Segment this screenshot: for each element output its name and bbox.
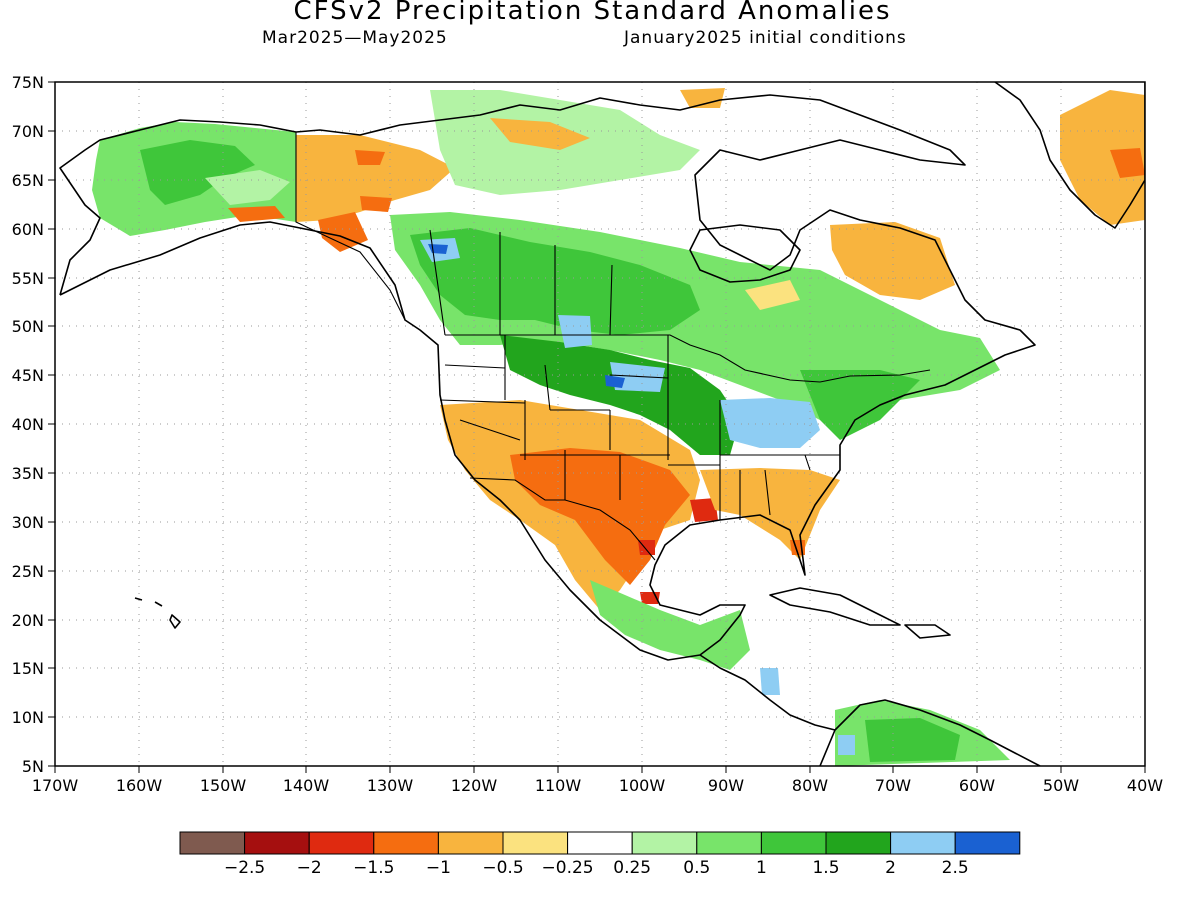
lon-label-70w: 70W <box>875 776 911 795</box>
colorbar-label-11: 2.5 <box>942 858 969 878</box>
anomaly-wcanada-wet-stronger <box>500 335 740 455</box>
lon-label-90w: 90W <box>708 776 744 795</box>
lon-label-130w: 130W <box>367 776 414 795</box>
anomaly-sa-very-wet <box>838 735 855 755</box>
lat-label-10n: 10N <box>12 708 44 727</box>
colorbar-swatch-1 <box>244 831 310 855</box>
lat-axis: 75N 70N 65N 60N 55N 50N 45N 40N 35N 30N … <box>12 73 55 776</box>
border-us-canada <box>445 334 931 383</box>
lat-label-20n: 20N <box>12 611 44 630</box>
colorbar-label-8: 1 <box>756 858 767 878</box>
lat-label-30n: 30N <box>12 513 44 532</box>
colorbar-swatch-6 <box>567 831 633 855</box>
lat-label-70n: 70N <box>12 122 44 141</box>
lon-axis: 170W 160W 150W 140W 130W 120W 110W 100W … <box>32 766 1163 795</box>
lon-label-100w: 100W <box>619 776 666 795</box>
colorbar-swatch-0 <box>179 831 246 855</box>
anomaly-greenland-dry <box>1060 90 1145 225</box>
anomaly-central-america-very-wet <box>760 668 780 695</box>
lat-label-50n: 50N <box>12 317 44 336</box>
colorbar-label-6: 0.25 <box>613 858 651 878</box>
coast-central-america <box>699 654 836 731</box>
anomaly-greenland-dry-strong <box>1110 148 1145 178</box>
anomaly-arctic-dry <box>490 88 725 150</box>
anomaly-alaska-south-dry <box>228 206 285 222</box>
colorbar-label-5: −0.25 <box>542 858 594 878</box>
colorbar-swatch-5 <box>502 831 569 855</box>
lon-label-160w: 160W <box>116 776 163 795</box>
colorbar-swatch-3 <box>373 831 439 855</box>
coast-north-america <box>59 94 1036 661</box>
coastlines <box>59 82 1145 766</box>
lon-label-50w: 50W <box>1043 776 1079 795</box>
lat-label-55n: 55N <box>12 269 44 288</box>
anomaly-eastern-wet <box>800 370 920 440</box>
coast-hawaii <box>134 597 181 629</box>
colorbar-label-1: −2 <box>297 858 322 878</box>
anomaly-sa-wet-strong <box>865 718 960 762</box>
colorbar-label-4: −0.5 <box>482 858 523 878</box>
political-borders <box>295 132 931 561</box>
lon-label-40w: 40W <box>1127 776 1163 795</box>
lat-label-15n: 15N <box>12 659 44 678</box>
anomaly-alaska-light <box>205 170 290 205</box>
colorbar-swatch-12 <box>954 831 1021 855</box>
coast-hispaniola <box>904 624 951 639</box>
lat-label-75n: 75N <box>12 73 44 92</box>
coast-hudson-bay <box>689 224 801 283</box>
colorbar-swatch-2 <box>308 831 375 855</box>
colorbar-label-7: 0.5 <box>683 858 710 878</box>
anomaly-alaska-wet-strong <box>140 140 255 205</box>
lat-label-65n: 65N <box>12 171 44 190</box>
initial-conditions: January2025 initial conditions <box>624 28 907 48</box>
lon-label-110w: 110W <box>535 776 582 795</box>
colorbar-label-3: −1 <box>426 858 451 878</box>
lon-label-120w: 120W <box>451 776 498 795</box>
lat-label-5n: 5N <box>22 757 44 776</box>
lat-label-35n: 35N <box>12 464 44 483</box>
lat-label-45n: 45N <box>12 366 44 385</box>
colorbar-label-0: −2.5 <box>224 858 265 878</box>
colorbar: −2.5 −2 −1.5 −1 −0.5 −0.25 0.25 0.5 1 1.… <box>179 831 1021 878</box>
forecast-period: Mar2025—May2025 <box>262 28 448 48</box>
coast-greenland <box>994 82 1145 229</box>
anomaly-gulf-extreme-dry <box>638 498 718 604</box>
anomaly-quebec-dry <box>830 222 955 300</box>
lat-label-25n: 25N <box>12 562 44 581</box>
anomaly-quebec-light-dry <box>745 280 800 310</box>
colorbar-swatch-7 <box>631 831 698 855</box>
colorbar-swatch-4 <box>437 831 504 855</box>
map-title: CFSv2 Precipitation Standard Anomalies <box>293 0 892 26</box>
anomaly-yukon-dry <box>296 135 455 222</box>
lon-label-170w: 170W <box>32 776 79 795</box>
lon-label-80w: 80W <box>792 776 828 795</box>
colorbar-swatch-9 <box>760 831 827 855</box>
lat-label-60n: 60N <box>12 220 44 239</box>
colorbar-swatch-11 <box>890 831 956 855</box>
coast-cuba <box>769 587 901 626</box>
anomaly-yukon-dry-strong <box>318 150 392 252</box>
border-us-states <box>439 335 840 520</box>
border-canada-provinces <box>429 229 613 336</box>
lat-label-40n: 40N <box>12 415 44 434</box>
coast-south-america <box>819 699 1041 766</box>
anomaly-ohio-very-wet <box>720 398 820 448</box>
lon-label-140w: 140W <box>283 776 330 795</box>
lon-label-150w: 150W <box>200 776 247 795</box>
colorbar-label-10: 2 <box>885 858 896 878</box>
colorbar-swatch-10 <box>825 831 892 855</box>
lon-label-60w: 60W <box>959 776 995 795</box>
colorbar-swatch-8 <box>696 831 762 855</box>
border-alaska-canada <box>295 132 406 321</box>
colorbar-label-9: 1.5 <box>812 858 839 878</box>
colorbar-label-2: −1.5 <box>353 858 394 878</box>
